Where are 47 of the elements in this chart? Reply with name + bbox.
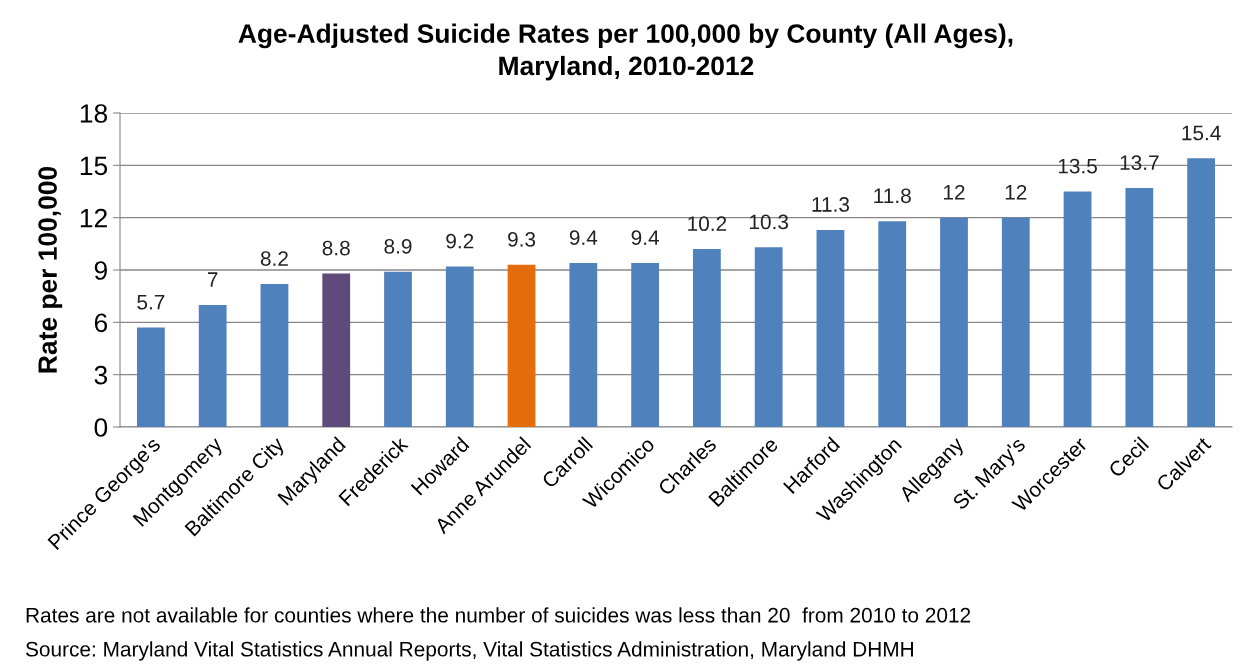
data-label: 12 <box>1005 184 1027 200</box>
bar <box>754 247 783 427</box>
data-label: 8.8 <box>322 240 350 256</box>
chart-title: Age-Adjusted Suicide Rates per 100,000 by County (All Ages), Maryland, 2010-2012 <box>238 23 1013 81</box>
data-label: 15.4 <box>1182 125 1221 141</box>
y-tick-label: 9 <box>94 261 107 280</box>
bar <box>322 273 351 427</box>
bar <box>445 266 474 427</box>
bar <box>631 263 660 427</box>
data-label: 11.3 <box>812 197 850 212</box>
data-label: 10.2 <box>688 216 727 232</box>
bar <box>692 249 721 427</box>
data-label: 11.8 <box>874 188 911 204</box>
bar <box>1187 158 1216 427</box>
y-tick-label: 15 <box>80 156 108 176</box>
data-label: 8.2 <box>260 251 288 266</box>
bar <box>260 283 289 427</box>
data-label: 7 <box>207 272 218 287</box>
source-note: Source: Maryland Vital Statistics Annual Reports, Vital Statistics Administration, Maryland DHMH <box>25 641 913 661</box>
bar <box>940 217 968 427</box>
bar <box>816 229 845 427</box>
data-label: 9.4 <box>631 230 659 246</box>
y-tick-label: 12 <box>80 208 107 228</box>
bar <box>569 263 598 427</box>
data-label: 10.3 <box>749 214 789 230</box>
y-tick-label: 18 <box>80 104 108 123</box>
data-label: 8.9 <box>384 238 412 254</box>
text: Rates are not available for counties where the number of suicides was less than 20 from 2010 to 2012 <box>26 607 971 623</box>
bar <box>507 264 536 427</box>
data-label: 9.4 <box>569 230 598 246</box>
data-label: 12 <box>944 184 965 200</box>
bar <box>198 304 227 427</box>
bar <box>878 221 907 427</box>
data-label: 9.2 <box>446 233 474 249</box>
y-tick-label: 3 <box>94 365 108 385</box>
bar <box>1001 217 1030 427</box>
y-tick-label: 6 <box>94 313 108 333</box>
bar <box>1063 191 1092 427</box>
data-label: 9.3 <box>508 232 536 247</box>
bar <box>384 271 412 427</box>
y-axis-title: Rate per 100,000 <box>38 166 63 373</box>
data-label: 13.7 <box>1120 155 1159 170</box>
data-label: 13.5 <box>1058 158 1097 174</box>
bar <box>1125 188 1154 427</box>
data-label: 5.7 <box>137 295 165 310</box>
y-tick-label: 0 <box>94 418 108 437</box>
bar <box>136 327 165 427</box>
